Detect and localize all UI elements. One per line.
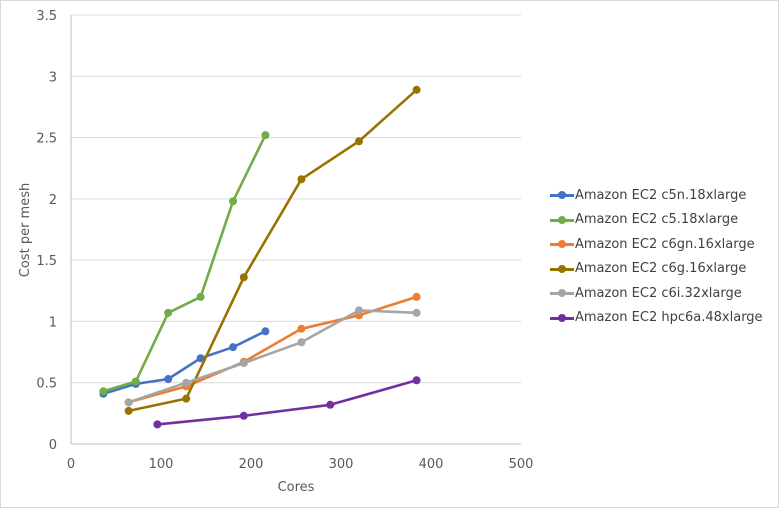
y-tick-label: 3.5 — [36, 9, 57, 24]
data-point — [355, 306, 363, 315]
data-point — [261, 131, 270, 140]
legend-marker-icon — [550, 264, 574, 274]
x-tick-label: 500 — [509, 457, 534, 472]
series-line-4 — [127, 309, 418, 404]
series-line-5 — [156, 378, 418, 426]
legend-item: Amazon EC2 c6gn.16xlarge — [550, 232, 763, 257]
y-axis-title: Cost per mesh — [18, 183, 33, 277]
x-tick-label: 0 — [67, 457, 75, 472]
data-point — [196, 292, 205, 301]
data-point — [164, 308, 173, 317]
legend-label: Amazon EC2 c6g.16xlarge — [575, 261, 747, 277]
data-point — [297, 338, 306, 347]
y-tick-label: 1.5 — [36, 254, 57, 269]
data-point — [355, 137, 363, 146]
y-tick-label: 3 — [49, 70, 57, 85]
legend-label: Amazon EC2 c6i.32xlarge — [575, 285, 742, 301]
legend-item: Amazon EC2 c6i.32xlarge — [550, 281, 763, 306]
legend-marker-icon — [550, 190, 574, 200]
legend-label: Amazon EC2 c5n.18xlarge — [575, 187, 747, 203]
data-point — [239, 411, 248, 420]
legend-marker-icon — [550, 239, 574, 249]
legend-marker-icon — [550, 313, 574, 323]
series-line-1 — [102, 133, 267, 393]
data-point — [239, 359, 248, 368]
data-point — [182, 394, 191, 403]
y-tick-label: 1 — [49, 315, 57, 330]
legend-label: Amazon EC2 hpc6a.48xlarge — [575, 310, 763, 326]
data-point — [182, 378, 191, 387]
data-point — [196, 354, 205, 363]
series-line-3 — [127, 88, 418, 413]
data-point — [164, 375, 173, 384]
legend-label: Amazon EC2 c6gn.16xlarge — [575, 236, 755, 252]
x-tick-label: 100 — [149, 457, 174, 472]
legend-label: Amazon EC2 c5.18xlarge — [575, 212, 739, 228]
x-tick-label: 300 — [329, 457, 354, 472]
legend-item: Amazon EC2 hpc6a.48xlarge — [550, 306, 763, 331]
data-point — [229, 197, 237, 206]
data-point — [412, 376, 421, 385]
x-tick-label: 400 — [419, 457, 444, 472]
data-point — [99, 387, 108, 396]
chart-legend: Amazon EC2 c5n.18xlarge Amazon EC2 c5.18x… — [550, 183, 763, 330]
data-point — [261, 327, 270, 336]
y-tick-label: 2 — [49, 193, 57, 208]
data-point — [297, 175, 306, 184]
data-point — [131, 377, 140, 386]
data-point — [412, 85, 421, 94]
y-tick-label: 0 — [49, 438, 57, 453]
data-point — [239, 273, 248, 282]
x-tick-label: 200 — [239, 457, 264, 472]
series-line-0 — [102, 329, 267, 396]
legend-marker-icon — [550, 288, 574, 298]
data-point — [124, 406, 133, 415]
x-axis-title: Cores — [278, 480, 315, 495]
data-point — [153, 420, 162, 429]
legend-item: Amazon EC2 c5n.18xlarge — [550, 183, 763, 208]
data-point — [326, 400, 335, 409]
legend-marker-icon — [550, 215, 574, 225]
y-tick-label: 0.5 — [36, 377, 57, 392]
y-tick-label: 2.5 — [36, 132, 57, 147]
data-point — [412, 292, 421, 301]
data-point — [124, 398, 133, 407]
data-point — [297, 324, 306, 333]
legend-item: Amazon EC2 c5.18xlarge — [550, 208, 763, 233]
series-line-2 — [127, 295, 418, 404]
data-point — [412, 308, 421, 317]
data-point — [229, 343, 237, 352]
legend-item: Amazon EC2 c6g.16xlarge — [550, 257, 763, 282]
